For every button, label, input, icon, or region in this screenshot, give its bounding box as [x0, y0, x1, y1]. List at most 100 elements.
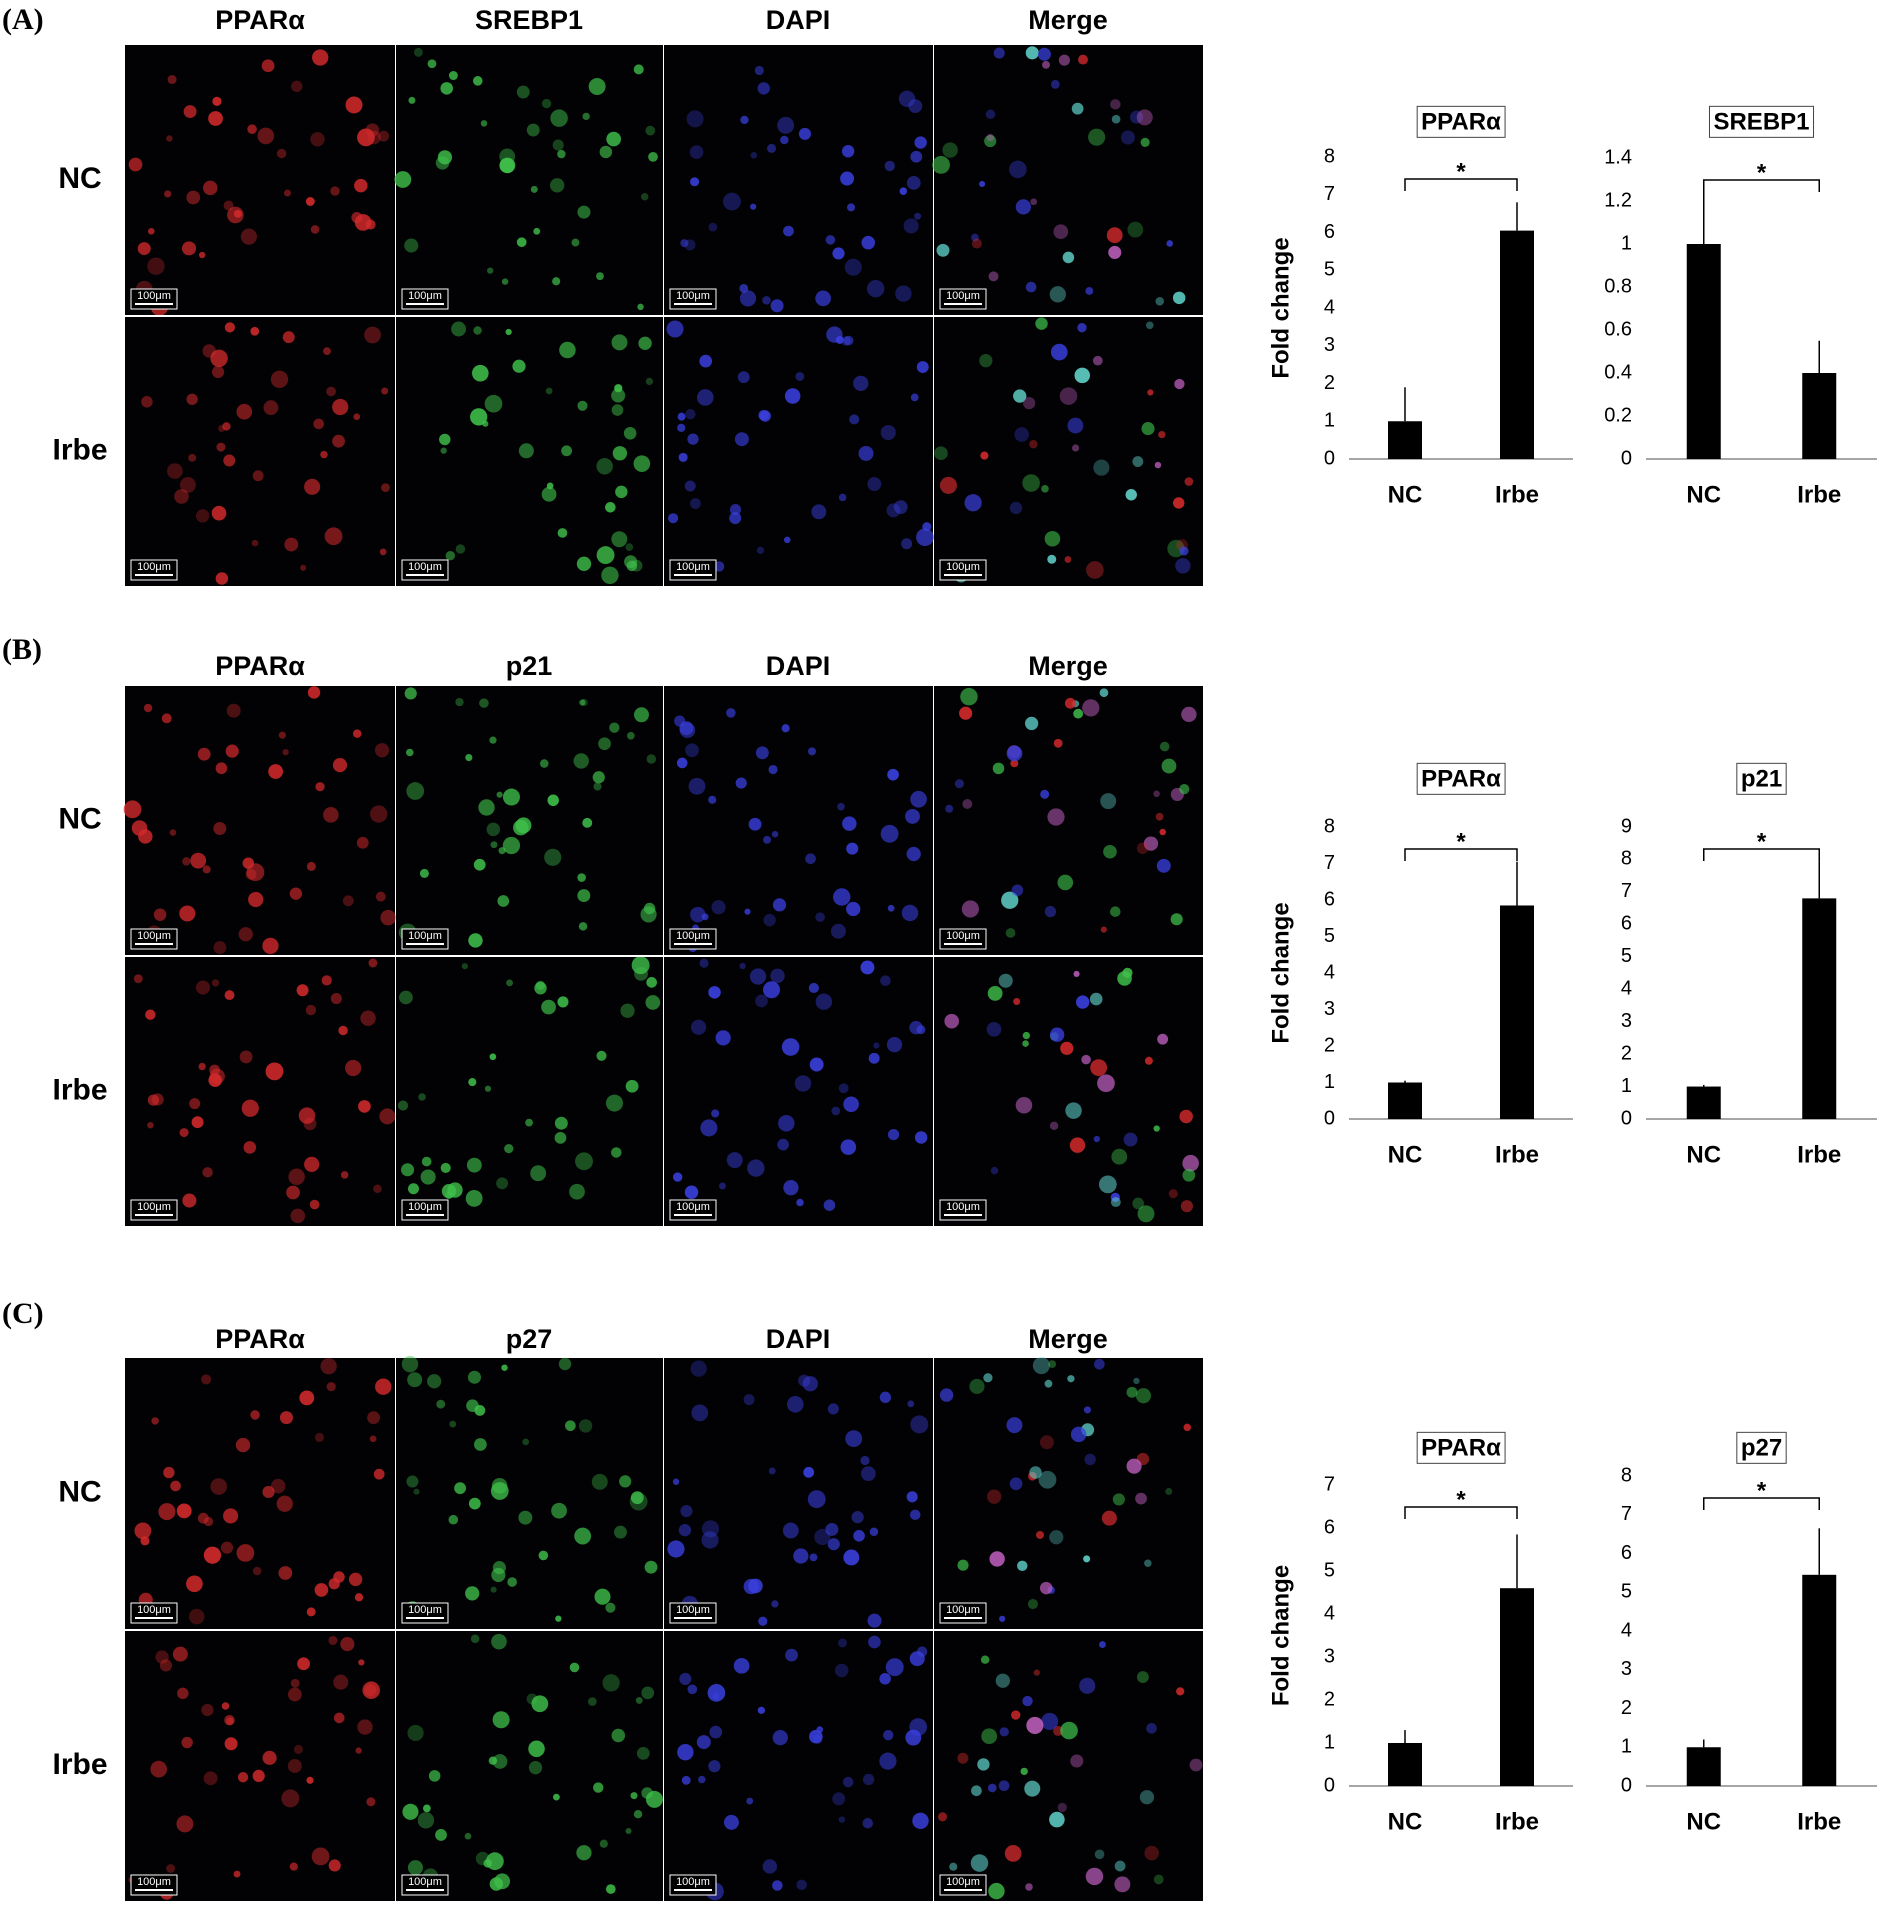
- cell: [163, 1466, 175, 1479]
- cell: [1024, 716, 1039, 731]
- cell: [987, 985, 1003, 1001]
- cell: [867, 477, 882, 492]
- cell: [270, 1478, 286, 1494]
- cell: [533, 227, 541, 235]
- cell: [981, 1728, 998, 1745]
- cell: [516, 85, 530, 99]
- cell: [847, 203, 856, 212]
- cell: [633, 64, 644, 75]
- cell: [1179, 784, 1190, 795]
- y-tick-label: 7: [1324, 852, 1335, 874]
- cell: [1050, 343, 1068, 361]
- cell: [464, 1832, 472, 1840]
- cell: [916, 361, 929, 373]
- cell: [778, 1115, 795, 1132]
- cell: [1130, 110, 1144, 124]
- cell: [868, 1635, 881, 1649]
- bar: [1388, 421, 1422, 459]
- cell: [418, 1093, 426, 1101]
- cell: [225, 744, 239, 758]
- cell: [291, 80, 303, 93]
- cell: [1123, 1132, 1138, 1147]
- cell: [987, 1489, 1002, 1504]
- y-tick-label: 7: [1621, 880, 1632, 902]
- cell: [1071, 102, 1084, 115]
- cell: [1174, 378, 1185, 390]
- cell: [421, 1156, 432, 1167]
- cell: [360, 1010, 376, 1026]
- cell: [198, 251, 206, 259]
- cell: [605, 1602, 616, 1613]
- cell: [490, 841, 498, 849]
- significance-marker: *: [1757, 159, 1767, 186]
- cell: [980, 1655, 990, 1664]
- title-box: [1416, 105, 1506, 138]
- cell: [767, 143, 777, 153]
- cell: [916, 528, 934, 547]
- cell: [983, 1373, 993, 1383]
- cell: [278, 1566, 293, 1580]
- micrograph: 100μm: [664, 1631, 933, 1901]
- bar: [1802, 373, 1837, 459]
- cell: [345, 96, 363, 114]
- cell: [980, 451, 989, 460]
- cell: [1009, 501, 1023, 515]
- cell: [770, 299, 784, 313]
- y-tick-label: 1.2: [1604, 189, 1632, 211]
- x-tick-label: Irbe: [1495, 1808, 1539, 1835]
- y-tick-label: 0: [1324, 1774, 1335, 1796]
- cell: [635, 1696, 643, 1704]
- cell: [701, 1531, 719, 1549]
- cell: [304, 478, 321, 495]
- cell: [986, 1021, 1002, 1037]
- cell: [405, 748, 414, 757]
- cell: [957, 1752, 969, 1764]
- scale-bar-label: 100μm: [137, 290, 171, 302]
- cell: [569, 1662, 580, 1673]
- cell: [289, 1862, 298, 1871]
- cell: [1036, 1530, 1045, 1539]
- cell: [1140, 137, 1150, 147]
- cell: [749, 968, 767, 985]
- cell: [860, 960, 875, 975]
- cell: [246, 863, 265, 882]
- cell: [750, 203, 757, 210]
- column-header: DAPI: [766, 651, 831, 681]
- cell: [709, 1725, 723, 1739]
- cell: [224, 1737, 238, 1751]
- cell: [1098, 1175, 1117, 1194]
- cell: [1048, 1360, 1057, 1369]
- micrograph: 100μm: [125, 45, 395, 316]
- cell: [525, 1118, 533, 1127]
- cell: [1057, 874, 1074, 891]
- cell: [549, 178, 565, 193]
- cell: [992, 762, 1005, 775]
- cell: [1125, 489, 1137, 501]
- cell: [611, 404, 624, 416]
- cell: [619, 1475, 632, 1488]
- cell: [593, 1782, 604, 1793]
- cell: [134, 1522, 152, 1540]
- cell: [312, 49, 329, 66]
- cell: [468, 1078, 477, 1087]
- cell: [310, 225, 320, 234]
- cell: [522, 1438, 530, 1446]
- cell: [466, 1157, 482, 1173]
- cell: [167, 463, 183, 479]
- cell: [188, 453, 197, 462]
- cell: [257, 127, 275, 145]
- cell: [283, 189, 291, 197]
- row-label: Irbe: [52, 433, 107, 466]
- cell: [908, 99, 923, 114]
- cell: [886, 1037, 903, 1053]
- significance-bracket: [1404, 1506, 1518, 1519]
- cell: [827, 1538, 840, 1551]
- cell: [218, 424, 226, 432]
- cell: [988, 1882, 1005, 1900]
- cell: [906, 846, 921, 862]
- cell: [837, 1638, 847, 1648]
- cell: [262, 1485, 275, 1499]
- cell: [170, 1480, 181, 1492]
- cell: [186, 1575, 203, 1593]
- cell: [1011, 884, 1024, 897]
